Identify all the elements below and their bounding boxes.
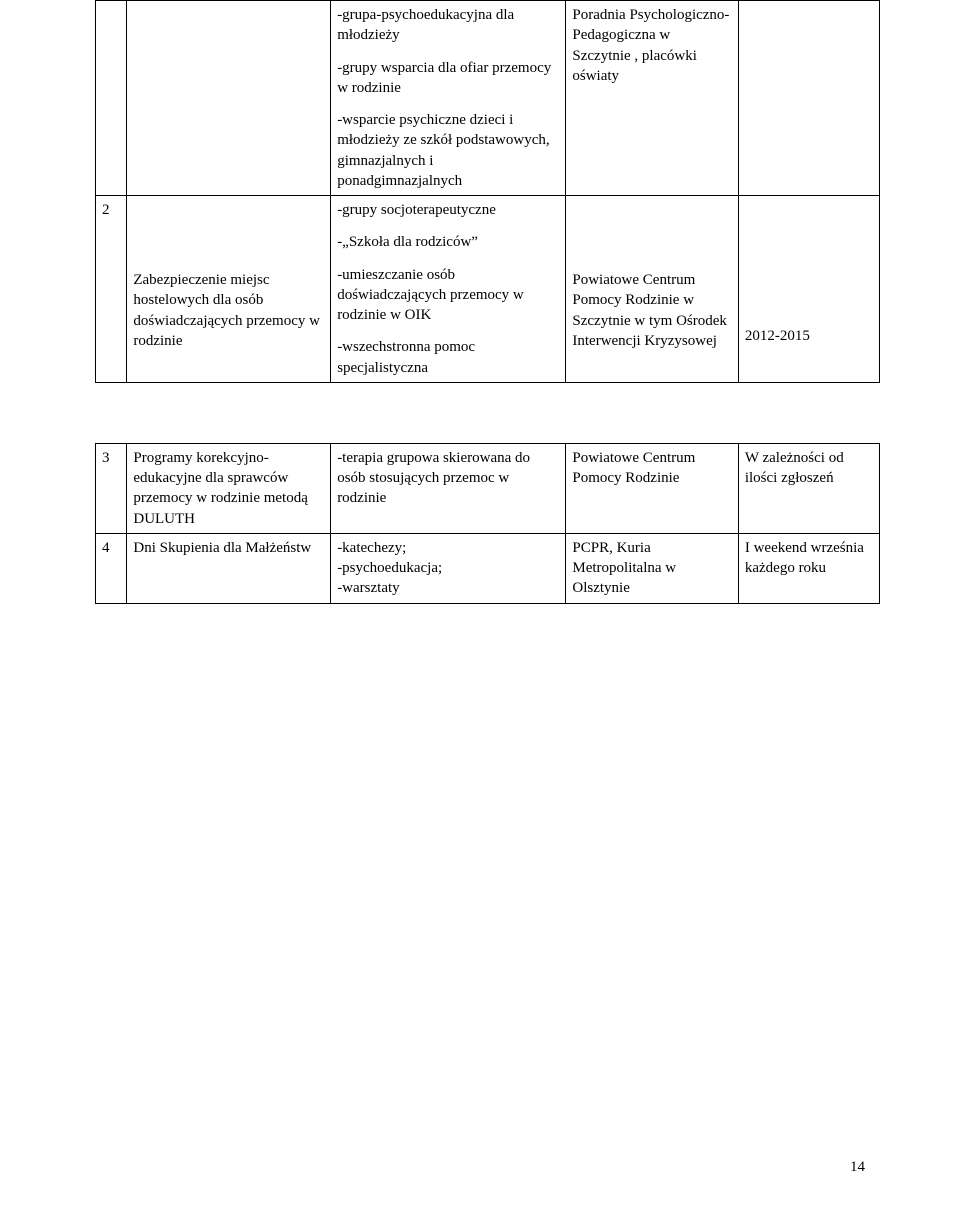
desc-para: -wszechstronna pomoc specjalistyczna — [337, 337, 559, 378]
table-gap — [95, 383, 880, 443]
cell-title: Dni Skupienia dla Małżeństw — [127, 533, 331, 603]
cell-num: 3 — [96, 443, 127, 533]
title-text: Zabezpieczenie miejsc hostelowych dla os… — [133, 272, 320, 349]
desc-para: -grupa-psychoedukacyjna dla młodzieży — [337, 5, 559, 46]
table-row: 4 Dni Skupienia dla Małżeństw -katechezy… — [96, 533, 880, 603]
cell-org: PCPR, Kuria Metropolitalna w Olsztynie — [566, 533, 738, 603]
cell-desc: -grupa-psychoedukacyjna dla młodzieży -g… — [331, 1, 566, 196]
desc-para: -grupy socjoterapeutyczne — [337, 200, 559, 220]
table-block-1: -grupa-psychoedukacyjna dla młodzieży -g… — [95, 0, 880, 383]
cell-title: Programy korekcyjno-edukacyjne dla spraw… — [127, 443, 331, 533]
desc-para: -„Szkoła dla rodziców” — [337, 232, 559, 252]
cell-desc: -terapia grupowa skierowana do osób stos… — [331, 443, 566, 533]
org-text: Powiatowe Centrum Pomocy Rodzinie w Szcz… — [572, 272, 727, 349]
cell-title — [127, 1, 331, 196]
cell-date — [738, 1, 879, 196]
desc-para: -wsparcie psychiczne dzieci i młodzieży … — [337, 110, 559, 191]
table-block-2: 3 Programy korekcyjno-edukacyjne dla spr… — [95, 443, 880, 604]
cell-num: 2 — [96, 196, 127, 383]
cell-org: Powiatowe Centrum Pomocy Rodzinie w Szcz… — [566, 196, 738, 383]
table-row: 3 Programy korekcyjno-edukacyjne dla spr… — [96, 443, 880, 533]
desc-para: -umieszczanie osób doświadczających prze… — [337, 265, 559, 326]
cell-num — [96, 1, 127, 196]
cell-num: 4 — [96, 533, 127, 603]
cell-desc: -grupy socjoterapeutyczne -„Szkoła dla r… — [331, 196, 566, 383]
cell-date: 2012-2015 — [738, 196, 879, 383]
table-row: -grupa-psychoedukacyjna dla młodzieży -g… — [96, 1, 880, 196]
cell-date: I weekend września każdego roku — [738, 533, 879, 603]
document-page: -grupa-psychoedukacyjna dla młodzieży -g… — [0, 0, 960, 1206]
cell-desc: -katechezy; -psychoedukacja; -warsztaty — [331, 533, 566, 603]
cell-date: W zależności od ilości zgłoszeń — [738, 443, 879, 533]
table-row: 2 Zabezpieczenie miejsc hostelowych dla … — [96, 196, 880, 383]
page-number: 14 — [850, 1159, 865, 1176]
date-text: 2012-2015 — [745, 328, 810, 344]
cell-org: Powiatowe Centrum Pomocy Rodzinie — [566, 443, 738, 533]
cell-title: Zabezpieczenie miejsc hostelowych dla os… — [127, 196, 331, 383]
cell-org: Poradnia Psychologiczno-Pedagogiczna w S… — [566, 1, 738, 196]
desc-para: -grupy wsparcia dla ofiar przemocy w rod… — [337, 58, 559, 99]
